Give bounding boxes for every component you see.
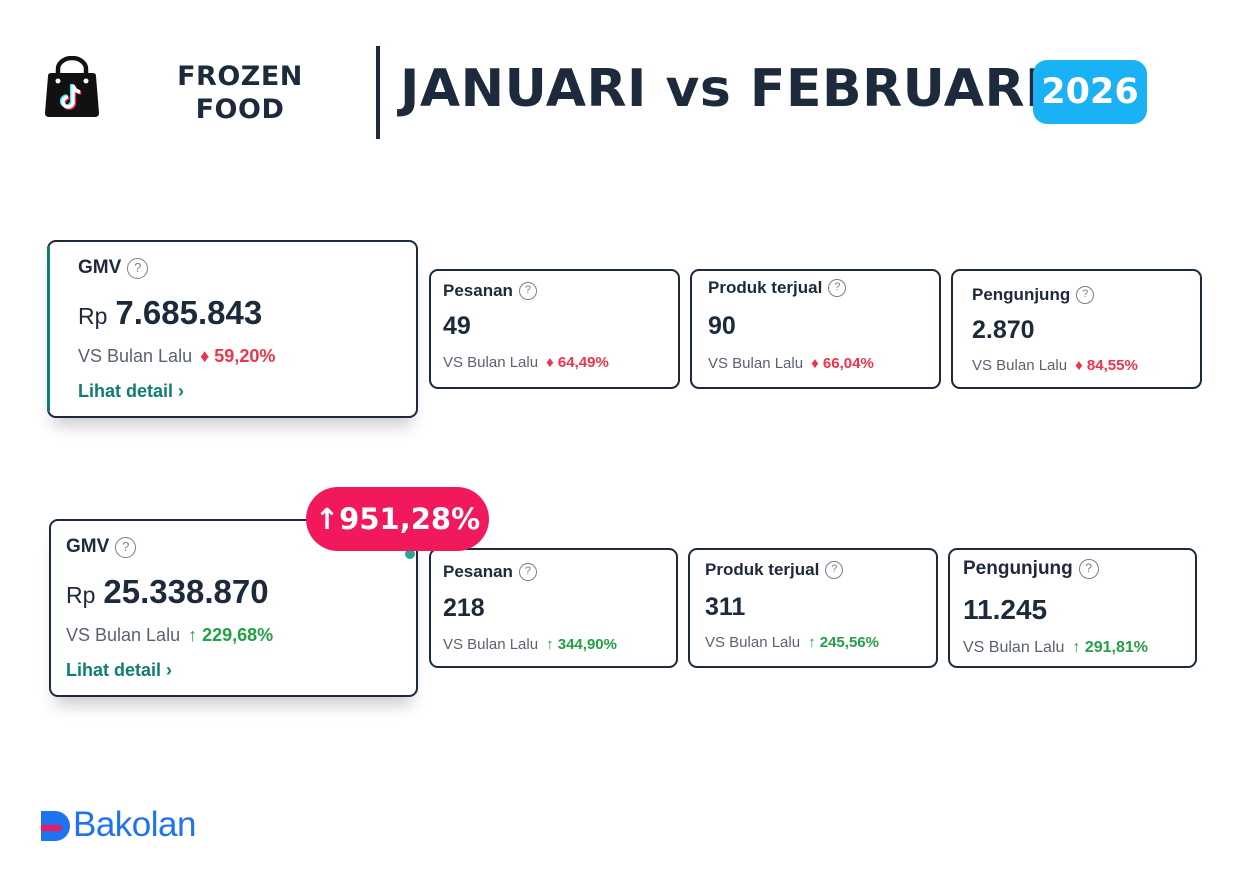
- visitors-label: Pengunjung ?: [972, 285, 1095, 305]
- question-circle-icon[interactable]: ?: [828, 279, 847, 297]
- products-sold-compare: VS Bulan Lalu ♦ 66,04%: [708, 355, 874, 372]
- tiktok-shop-bag-icon: [45, 56, 99, 117]
- visitors-compare: VS Bulan Lalu ♦ 84,55%: [972, 357, 1138, 374]
- category-line-2: FOOD: [195, 94, 285, 125]
- products-sold-card-january: Produk terjual ? 90 VS Bulan Lalu ♦ 66,0…: [690, 269, 941, 389]
- view-detail-link[interactable]: Lihat detail ›: [66, 660, 173, 680]
- bakolan-logo-mark: [41, 811, 70, 841]
- orders-compare: VS Bulan Lalu ♦ 64,49%: [443, 354, 609, 371]
- orders-label: Pesanan ?: [443, 281, 537, 301]
- gmv-value: Rp 25.338.870: [66, 573, 269, 610]
- orders-label: Pesanan ?: [443, 562, 537, 582]
- growth-badge: ↑951,28%: [306, 487, 489, 551]
- year-badge: 2026: [1033, 60, 1147, 124]
- visitors-value: 11.245: [963, 594, 1048, 625]
- gmv-compare: VS Bulan Lalu ↑ 229,68%: [66, 625, 274, 645]
- teal-dot: [405, 549, 415, 559]
- card-accent-line: [47, 246, 50, 412]
- orders-value: 218: [443, 594, 485, 622]
- page-title: JANUARI vs FEBRUARI: [400, 59, 1045, 119]
- arrow-down-icon: ♦: [546, 354, 554, 371]
- arrow-up-icon: ↑: [1072, 639, 1081, 656]
- visitors-card-january: Pengunjung ? 2.870 VS Bulan Lalu ♦ 84,55…: [951, 269, 1202, 389]
- category-line-1: FROZEN: [177, 61, 303, 92]
- products-sold-value: 311: [705, 593, 746, 621]
- visitors-value: 2.870: [972, 316, 1035, 344]
- question-circle-icon[interactable]: ?: [1078, 559, 1099, 579]
- gmv-card-january: GMV ? Rp 7.685.843 VS Bulan Lalu ♦ 59,20%…: [47, 240, 418, 418]
- products-sold-compare: VS Bulan Lalu ↑ 245,56%: [705, 634, 879, 651]
- products-sold-label: Produk terjual ?: [705, 560, 844, 580]
- arrow-down-icon: ♦: [200, 346, 210, 366]
- arrow-down-icon: ♦: [1075, 357, 1083, 374]
- category-title: FROZEN FOOD: [160, 60, 320, 126]
- products-sold-card-february: Produk terjual ? 311 VS Bulan Lalu ↑ 245…: [688, 548, 938, 668]
- orders-card-january: Pesanan ? 49 VS Bulan Lalu ♦ 64,49%: [429, 269, 680, 389]
- question-circle-icon[interactable]: ?: [518, 563, 537, 581]
- gmv-label: GMV ?: [66, 536, 137, 558]
- visitors-compare: VS Bulan Lalu ↑ 291,81%: [963, 639, 1149, 656]
- orders-compare: VS Bulan Lalu ↑ 344,90%: [443, 636, 617, 653]
- visitors-label: Pengunjung ?: [963, 558, 1099, 580]
- question-circle-icon[interactable]: ?: [518, 282, 537, 300]
- gmv-label: GMV ?: [78, 257, 149, 279]
- question-circle-icon[interactable]: ?: [1076, 286, 1095, 304]
- arrow-up-icon: ↑: [314, 502, 340, 536]
- arrow-up-icon: ↑: [546, 636, 554, 653]
- gmv-value: Rp 7.685.843: [78, 294, 263, 331]
- question-circle-icon[interactable]: ?: [825, 561, 844, 579]
- products-sold-label: Produk terjual ?: [708, 278, 847, 298]
- question-circle-icon[interactable]: ?: [127, 257, 149, 279]
- orders-value: 49: [443, 312, 471, 340]
- arrow-up-icon: ↑: [808, 634, 816, 651]
- orders-card-february: Pesanan ? 218 VS Bulan Lalu ↑ 344,90%: [429, 548, 678, 668]
- question-circle-icon[interactable]: ?: [115, 536, 137, 558]
- brand-name: Bakolan: [73, 805, 196, 844]
- gmv-compare: VS Bulan Lalu ♦ 59,20%: [78, 346, 276, 366]
- view-detail-link[interactable]: Lihat detail ›: [78, 381, 185, 401]
- arrow-up-icon: ↑: [188, 625, 198, 645]
- visitors-card-february: Pengunjung ? 11.245 VS Bulan Lalu ↑ 291,…: [948, 548, 1197, 668]
- products-sold-value: 90: [708, 312, 736, 340]
- arrow-down-icon: ♦: [811, 355, 819, 372]
- header-divider: [376, 46, 380, 139]
